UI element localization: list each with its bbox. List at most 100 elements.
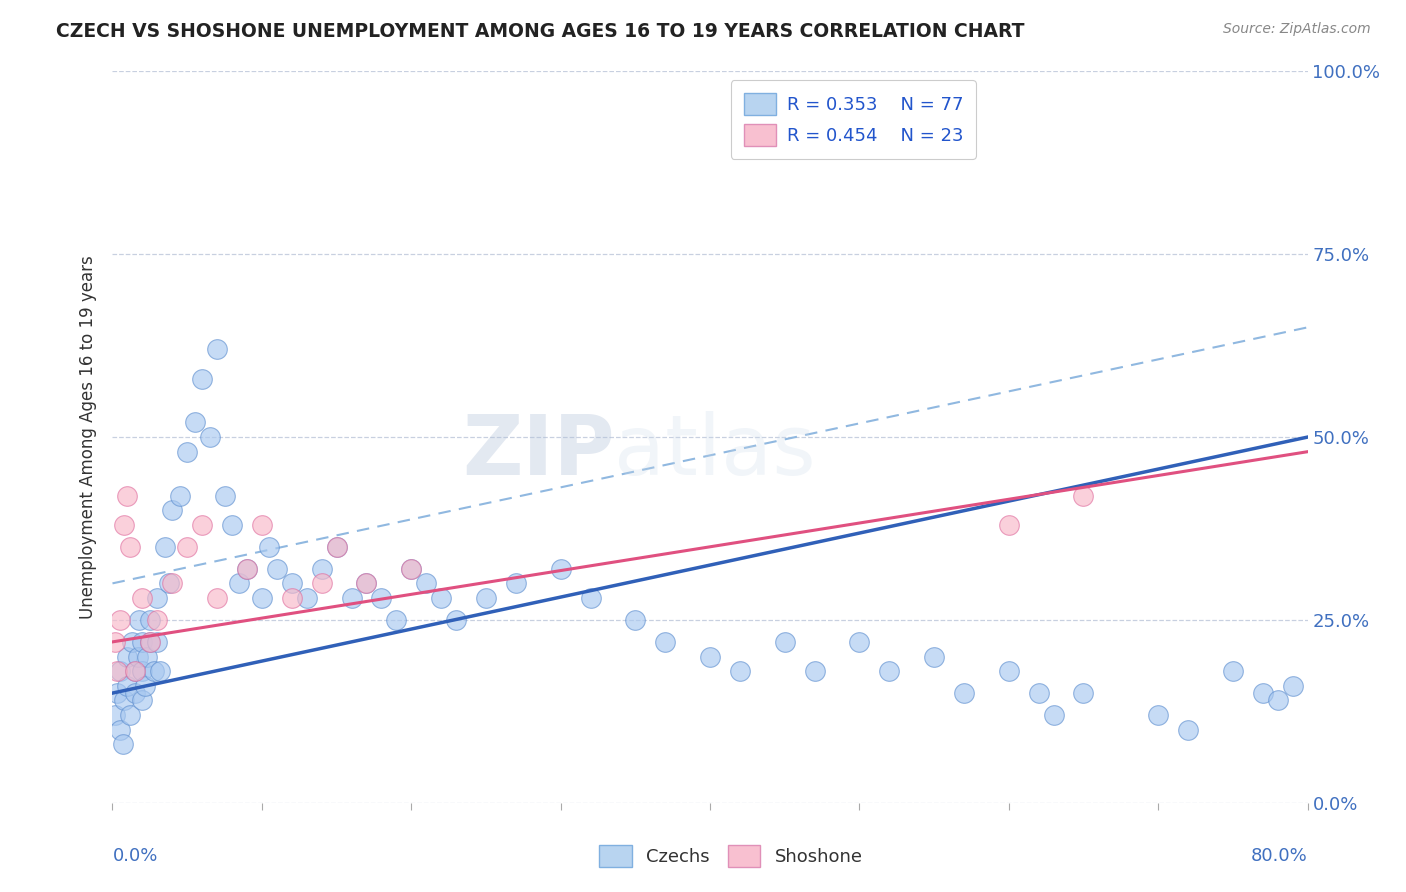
Point: [475, 591, 498, 605]
Point: [108, 613, 131, 627]
Point: [773, 635, 796, 649]
Point: [654, 635, 676, 649]
Point: [1267, 693, 1289, 707]
Point: [205, 343, 228, 357]
Point: [128, 613, 150, 627]
Point: [1042, 708, 1064, 723]
Point: [131, 591, 153, 605]
Point: [169, 489, 191, 503]
Text: 0.0%: 0.0%: [112, 847, 157, 864]
Point: [191, 371, 214, 385]
Point: [117, 679, 139, 693]
Point: [108, 723, 131, 737]
Point: [998, 664, 1021, 678]
Point: [1073, 686, 1095, 700]
Point: [444, 613, 467, 627]
Point: [114, 517, 135, 532]
Point: [1222, 664, 1244, 678]
Point: [139, 635, 162, 649]
Point: [104, 635, 127, 649]
Point: [728, 664, 751, 678]
Point: [105, 664, 128, 678]
Point: [505, 576, 527, 591]
Point: [124, 664, 146, 678]
Point: [127, 649, 149, 664]
Text: atlas: atlas: [614, 411, 815, 492]
Point: [162, 503, 183, 517]
Point: [176, 540, 198, 554]
Point: [311, 576, 333, 591]
Text: 80.0%: 80.0%: [1251, 847, 1308, 864]
Point: [325, 540, 347, 554]
Point: [430, 591, 453, 605]
Point: [176, 444, 198, 458]
Point: [401, 562, 423, 576]
Point: [953, 686, 976, 700]
Point: [146, 591, 169, 605]
Point: [415, 576, 437, 591]
Point: [281, 576, 304, 591]
Point: [124, 686, 146, 700]
Point: [117, 649, 139, 664]
Point: [131, 635, 153, 649]
Point: [325, 540, 347, 554]
Point: [340, 591, 363, 605]
Point: [1251, 686, 1274, 700]
Text: ZIP: ZIP: [463, 411, 614, 492]
Point: [699, 649, 721, 664]
Point: [124, 664, 146, 678]
Point: [111, 737, 134, 751]
Point: [250, 517, 273, 532]
Point: [370, 591, 392, 605]
Point: [1177, 723, 1199, 737]
Point: [579, 591, 602, 605]
Point: [803, 664, 825, 678]
Point: [311, 562, 333, 576]
Point: [146, 635, 169, 649]
Text: Source: ZipAtlas.com: Source: ZipAtlas.com: [1223, 22, 1371, 37]
Point: [848, 635, 870, 649]
Point: [139, 635, 162, 649]
Point: [550, 562, 572, 576]
Point: [146, 613, 169, 627]
Point: [120, 540, 142, 554]
Point: [221, 517, 243, 532]
Point: [624, 613, 647, 627]
Legend: Czechs, Shoshone: Czechs, Shoshone: [592, 838, 870, 874]
Point: [205, 591, 228, 605]
Legend: R = 0.353    N = 77, R = 0.454    N = 23: R = 0.353 N = 77, R = 0.454 N = 23: [731, 80, 976, 159]
Point: [214, 489, 236, 503]
Point: [1028, 686, 1050, 700]
Point: [998, 517, 1021, 532]
Point: [236, 562, 259, 576]
Point: [236, 562, 259, 576]
Point: [121, 635, 143, 649]
Point: [1281, 679, 1303, 693]
Point: [922, 649, 945, 664]
Point: [228, 576, 250, 591]
Point: [1147, 708, 1170, 723]
Point: [131, 693, 153, 707]
Point: [1073, 489, 1095, 503]
Point: [131, 664, 153, 678]
Point: [157, 576, 180, 591]
Point: [259, 540, 281, 554]
Point: [139, 613, 162, 627]
Point: [162, 576, 183, 591]
Point: [135, 649, 157, 664]
Point: [356, 576, 378, 591]
Point: [134, 679, 156, 693]
Point: [104, 708, 127, 723]
Point: [153, 540, 176, 554]
Point: [356, 576, 378, 591]
Point: [149, 664, 172, 678]
Point: [879, 664, 901, 678]
Point: [250, 591, 273, 605]
Point: [281, 591, 304, 605]
Point: [105, 686, 128, 700]
Point: [385, 613, 408, 627]
Point: [143, 664, 166, 678]
Point: [266, 562, 288, 576]
Text: CZECH VS SHOSHONE UNEMPLOYMENT AMONG AGES 16 TO 19 YEARS CORRELATION CHART: CZECH VS SHOSHONE UNEMPLOYMENT AMONG AGE…: [56, 22, 1025, 41]
Point: [108, 664, 131, 678]
